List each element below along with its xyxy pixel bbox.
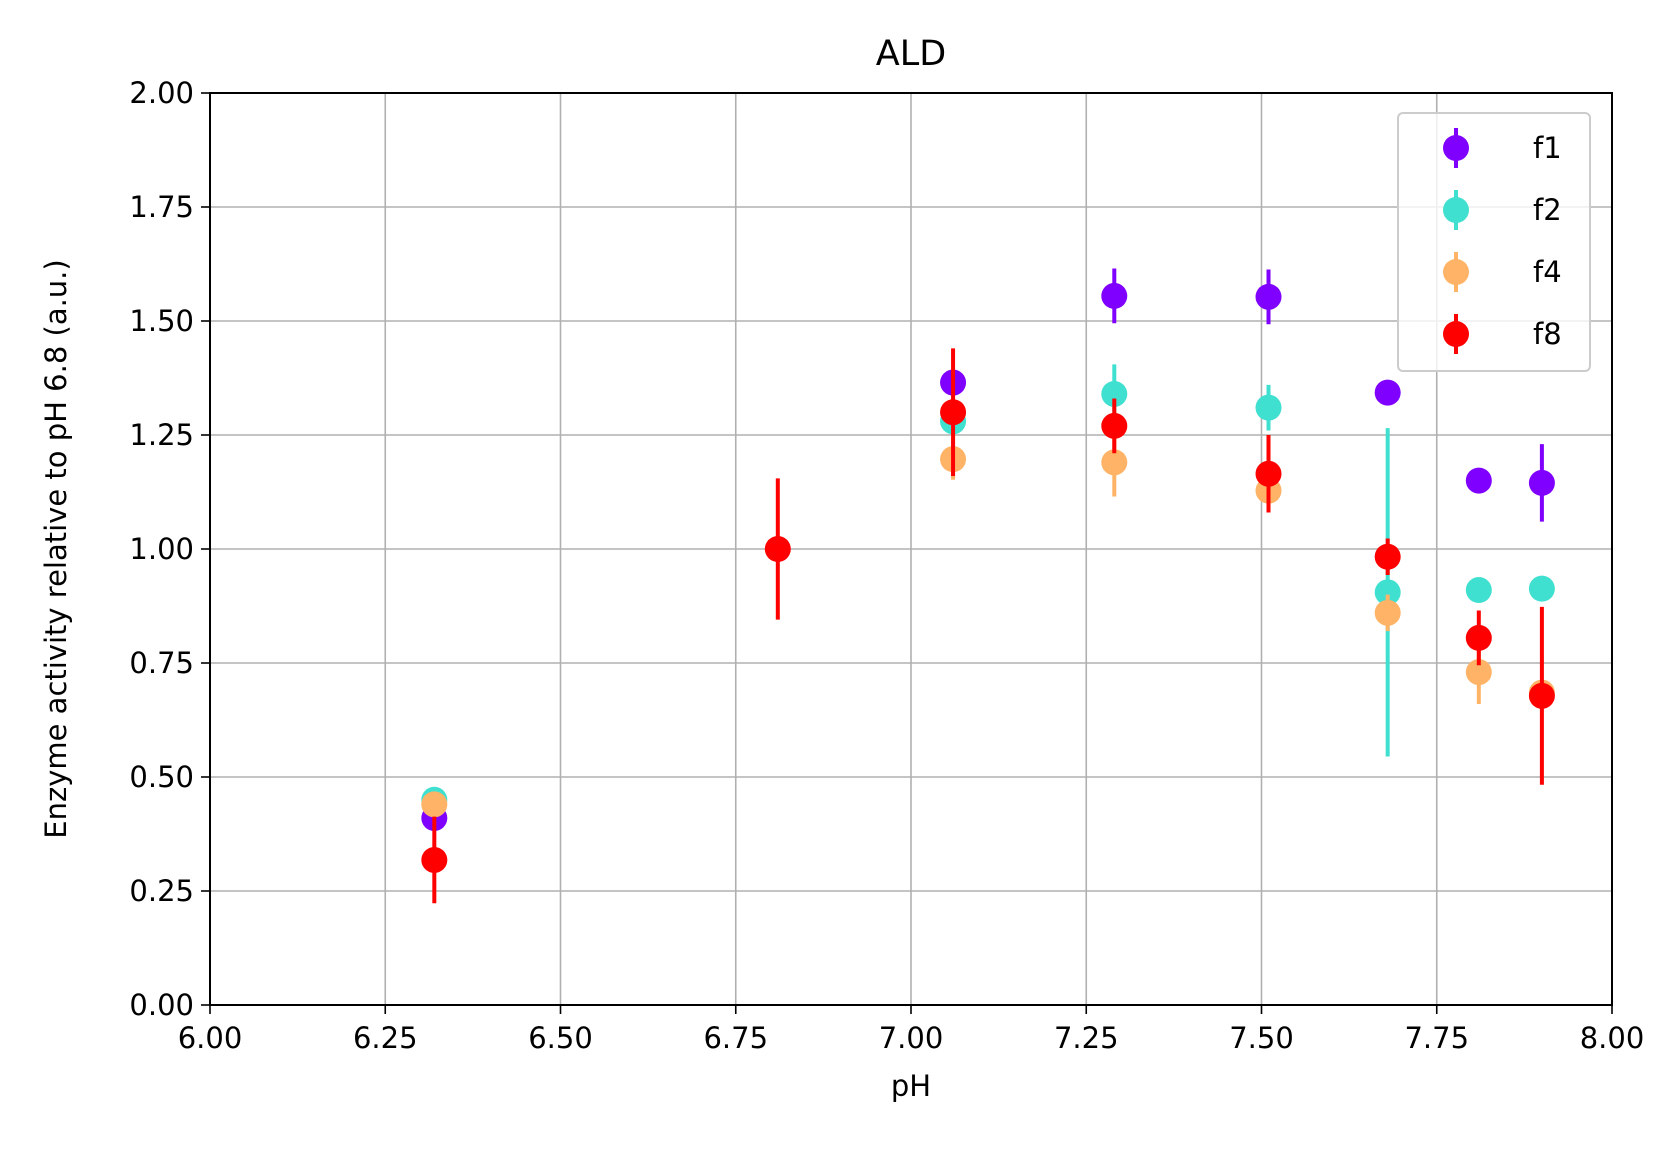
data-point: [1374, 543, 1401, 570]
y-tick-label: 0.75: [129, 646, 194, 680]
x-tick-label: 8.00: [1580, 1021, 1645, 1055]
data-point: [1101, 449, 1128, 476]
legend-label: f1: [1533, 131, 1562, 165]
y-tick-label: 0.50: [129, 760, 194, 794]
data-point: [1255, 394, 1282, 421]
data-point: [1465, 577, 1492, 604]
data-point: [1528, 575, 1555, 602]
y-tick-label: 0.00: [129, 988, 194, 1022]
data-point: [764, 536, 791, 562]
data-point: [1465, 624, 1492, 651]
data-point: [1101, 380, 1128, 407]
x-tick-label: 7.00: [879, 1021, 944, 1055]
plot-series: [421, 268, 1555, 904]
x-tick-label: 6.75: [703, 1021, 768, 1055]
data-point: [1374, 599, 1401, 626]
data-point: [1255, 460, 1282, 487]
chart-title: ALD: [876, 34, 946, 74]
x-axis-title: pH: [891, 1069, 931, 1103]
data-point: [421, 846, 448, 873]
data-point: [1101, 282, 1128, 309]
x-tick-label: 7.50: [1229, 1021, 1294, 1055]
data-point: [1528, 469, 1555, 496]
data-point: [1374, 379, 1401, 406]
x-tick-label: 6.50: [528, 1021, 593, 1055]
legend-marker: [1443, 197, 1469, 223]
x-tick-label: 6.00: [178, 1021, 243, 1055]
data-point: [1528, 682, 1555, 709]
legend-label: f8: [1533, 317, 1562, 351]
y-tick-label: 0.25: [129, 874, 194, 908]
y-tick-label: 2.00: [129, 76, 194, 110]
data-point: [1465, 659, 1492, 686]
y-tick-label: 1.75: [129, 190, 194, 224]
x-tick-label: 7.75: [1404, 1021, 1469, 1055]
legend-box: [1397, 112, 1591, 372]
data-point: [421, 791, 448, 818]
data-point: [1255, 283, 1282, 310]
x-tick-label: 7.25: [1054, 1021, 1119, 1055]
data-point: [1101, 412, 1128, 439]
y-axis-title: Enzyme activity relative to pH 6.8 (a.u.…: [39, 259, 73, 838]
legend-label: f4: [1533, 255, 1562, 289]
data-point: [1374, 579, 1401, 606]
legend-marker: [1443, 321, 1469, 347]
x-tick-label: 6.25: [353, 1021, 418, 1055]
data-point: [940, 399, 967, 426]
y-tick-label: 1.00: [129, 532, 194, 566]
legend-marker: [1443, 135, 1469, 161]
data-point: [1465, 467, 1492, 494]
legend-label: f2: [1533, 193, 1562, 227]
y-tick-label: 1.25: [129, 418, 194, 452]
axis-ticks: 6.00 6.25 6.50 6.75 7.00 7.25 7.50 7.75 8.00 0.00…: [129, 76, 1644, 1055]
series-f8: [421, 348, 1555, 904]
legend: f1 f2 f4 f8: [1397, 112, 1591, 372]
legend-marker: [1443, 259, 1469, 285]
y-tick-label: 1.50: [129, 304, 194, 338]
